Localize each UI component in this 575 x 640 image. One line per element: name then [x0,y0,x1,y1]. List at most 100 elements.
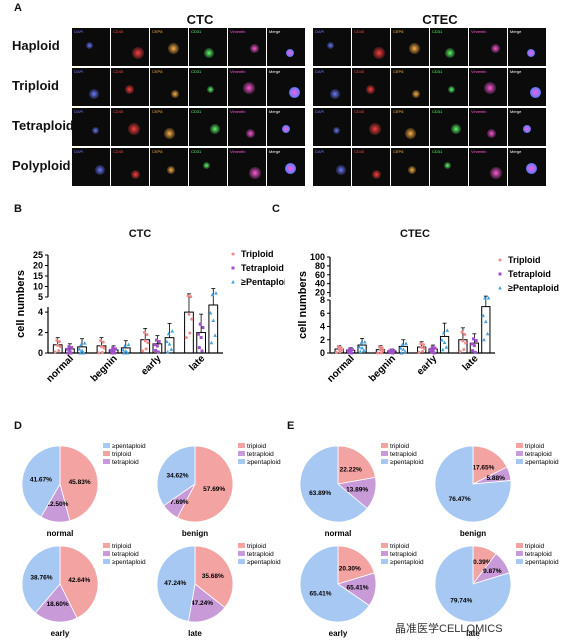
pie-percent-label: 10.39% [470,559,492,566]
cell-signal [412,90,420,98]
pie-percent-label: 34.62% [166,472,188,479]
series-group [387,348,397,355]
series-group [96,337,107,355]
data-point [55,338,59,342]
cell-signal [210,124,220,134]
channel-label: CD31 [432,29,443,34]
data-point [77,347,82,351]
data-point [429,350,433,354]
y-tick-label: 5 [38,292,43,302]
data-point [458,350,462,354]
x-tick-label: begnin [367,353,398,384]
ctc-micrograph-triploid-dapi: DAPI [72,68,110,106]
legend-swatch [516,459,523,464]
data-point [337,347,341,351]
cell-signal [92,127,99,134]
legend-label: triploid [390,543,410,550]
channel-label: CD31 [191,109,202,114]
ctc-micrograph-triploid-cd45: CD45 [111,68,149,106]
data-point [440,338,444,342]
data-point [201,326,205,330]
data-point [197,346,201,350]
legend-label: ≥pentaploid [247,459,281,466]
data-point [471,349,475,353]
legend-swatch [238,459,245,464]
cell-signal [408,166,416,174]
data-point [462,348,466,352]
channel-label: DAPI [74,69,84,74]
legend-swatch [103,551,110,556]
cell-signal [487,129,496,138]
ctec-micrograph-haploid-merge: Merge [508,28,546,66]
data-point [378,345,382,349]
data-point [461,339,465,343]
channel-label: CEP8 [152,69,163,74]
series-group [439,322,450,354]
channel-label: CD31 [191,149,202,154]
ctc-micrograph-tetraploid-cep8: CEP8 [150,108,188,146]
legend-label: ≥pentaploid [112,559,146,566]
channel-label: Merge [269,29,281,34]
data-point [190,317,194,321]
pie-percent-label: 57.69% [203,486,225,493]
ctc-micrograph-tetraploid-dapi: DAPI [72,108,110,146]
cell-signal [246,129,255,138]
legend-label: Tetraploid [241,263,284,273]
data-point [58,340,62,344]
pie-percent-label: 12.50% [46,501,68,508]
data-point [350,348,354,352]
series-group [65,343,75,355]
ctec-pie-normal: 22.22% 13.89% 63.89% triploidtetraploid≥pen… [299,443,424,538]
data-point [155,344,159,348]
channel-label: Vimentin [230,69,246,74]
series-group [52,337,63,354]
y-tick-label: 100 [310,252,325,262]
panel-a-letter: A [14,2,22,14]
data-point [484,319,488,324]
pie-percent-label: 45.83% [69,479,91,486]
cell-signal [285,163,296,174]
data-point [56,343,60,347]
data-point [472,344,476,348]
data-point [99,339,103,343]
ctec-chart-title: CTEC [400,228,430,240]
data-point [440,347,445,352]
y-tick-label: 60 [315,270,325,280]
ctec-micrograph-tetraploid-merge: Merge [508,108,546,146]
data-point [379,351,383,355]
legend-swatch [516,551,523,556]
cell-signal [86,42,93,49]
data-point [189,295,193,299]
pie-group-label: normal [47,529,74,538]
ctec-micrograph-haploid-cep8: CEP8 [391,28,429,66]
ctec-micrograph-polyploid-merge: Merge [508,148,546,186]
legend-label: ≥Pentaploid [241,277,285,287]
cell-signal [444,162,451,169]
row-label-polyploid: Polyploid [12,158,71,173]
data-point [347,351,351,355]
series-group [346,347,356,355]
ctec-micrograph-triploid-cd45: CD45 [352,68,390,106]
channel-label: CD45 [354,69,365,74]
channel-label: Merge [510,109,522,114]
data-point [110,351,114,355]
data-point [186,294,190,298]
legend-swatch [103,543,110,548]
series-group [140,328,151,354]
series-group [77,338,87,355]
data-point [102,346,106,350]
data-point [79,342,83,347]
pie-group-label: benign [460,529,486,538]
data-point [211,318,216,322]
data-point [67,345,71,349]
legend-label: triploid [112,543,132,550]
series-group [120,340,131,355]
data-point [432,351,436,355]
cell-signal [366,85,375,94]
data-point [146,341,150,345]
cell-signal [243,82,255,94]
data-point [362,348,366,352]
legend-label: triploid [247,543,267,550]
channel-label: CD45 [113,109,124,114]
cell-signal [89,89,99,99]
